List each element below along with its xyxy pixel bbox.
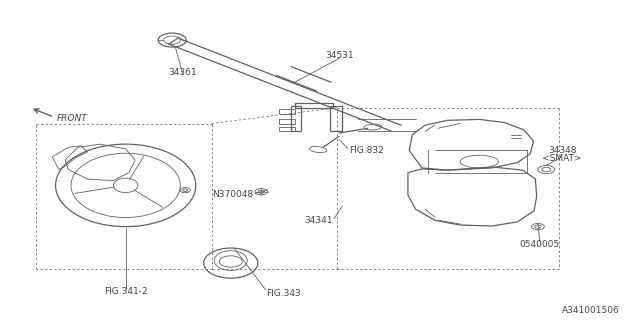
Text: 34348: 34348 — [548, 146, 577, 155]
Text: FIG.343: FIG.343 — [266, 289, 301, 298]
Text: 34531: 34531 — [325, 51, 353, 60]
Text: FIG.341-2: FIG.341-2 — [104, 287, 147, 296]
Text: 34361: 34361 — [169, 68, 197, 77]
Text: N370048: N370048 — [212, 190, 253, 199]
Text: A341001506: A341001506 — [562, 306, 620, 315]
Text: 0540005: 0540005 — [520, 240, 560, 249]
Text: FIG.832: FIG.832 — [349, 146, 383, 155]
Text: <SMAT>: <SMAT> — [542, 154, 582, 163]
Text: FRONT: FRONT — [57, 114, 88, 123]
Text: 34341: 34341 — [304, 216, 333, 225]
